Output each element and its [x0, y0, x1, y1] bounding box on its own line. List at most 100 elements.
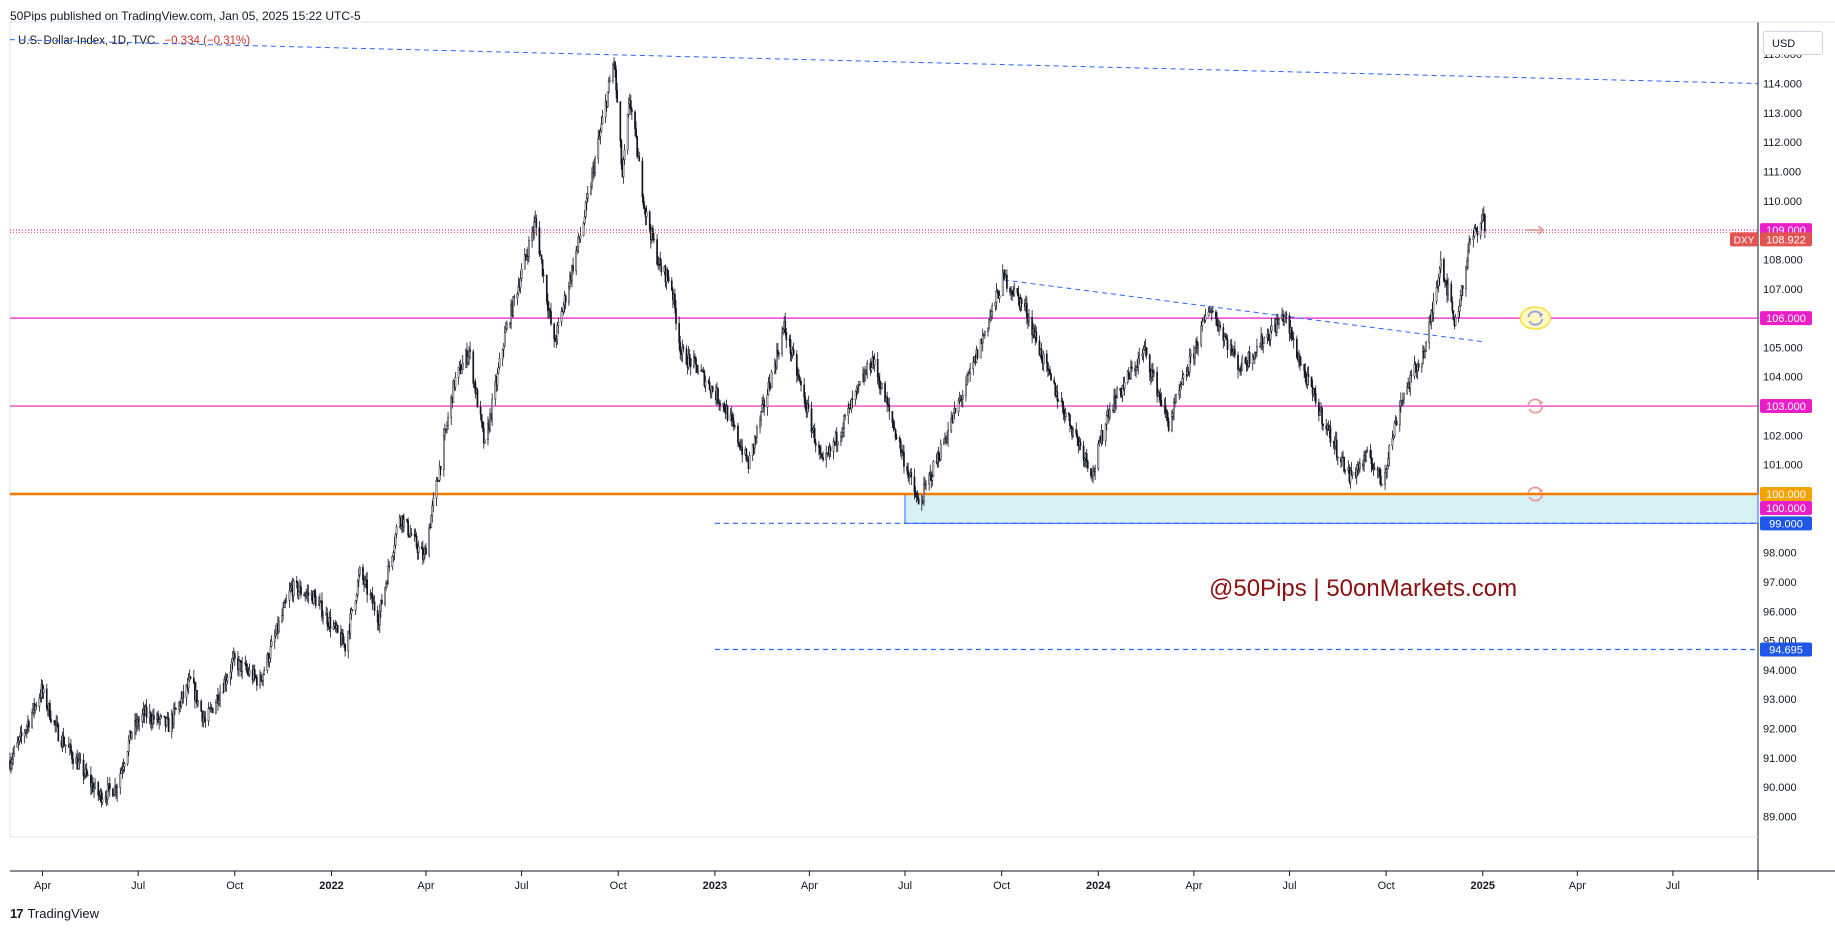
candle [385, 580, 387, 592]
candle [1116, 386, 1119, 399]
candle [928, 472, 931, 491]
candle-body [34, 704, 37, 711]
price-tick-label: 104.000 [1763, 372, 1803, 384]
price-label-100.000: 100.000 [1760, 500, 1812, 515]
candle [631, 106, 633, 120]
candle-body [1174, 401, 1176, 404]
candle-body [62, 735, 65, 746]
candle-body [1038, 340, 1041, 356]
candle [1222, 323, 1225, 349]
candle [1209, 307, 1212, 314]
candle [254, 674, 257, 680]
candle [300, 581, 302, 599]
candle-body [1392, 435, 1395, 439]
candle-body [582, 222, 585, 236]
candle [1075, 422, 1078, 438]
candle [850, 397, 853, 413]
candle [444, 423, 446, 441]
candle [167, 712, 170, 733]
candle-body [1185, 374, 1188, 376]
candle [158, 717, 161, 730]
candle [888, 397, 891, 420]
candle-body [946, 438, 948, 442]
candle-body [1429, 321, 1432, 323]
candle [564, 293, 567, 310]
candle [1288, 312, 1291, 342]
candle [733, 424, 736, 430]
candle-body [457, 367, 460, 378]
candle-body [517, 285, 520, 295]
candle-body [1399, 400, 1402, 407]
candle [517, 277, 520, 297]
candle-body [230, 662, 233, 673]
candle-body [586, 193, 589, 199]
candle-body [516, 293, 519, 299]
candle-body [1381, 483, 1383, 486]
candle [1230, 338, 1233, 356]
candle-body [894, 429, 897, 439]
candle-body [1395, 420, 1398, 426]
candle [612, 62, 614, 84]
candle [261, 680, 263, 686]
candle [616, 82, 619, 104]
candle-body [174, 707, 176, 709]
candle-body [1439, 259, 1442, 270]
candle [615, 65, 617, 99]
candle-body [487, 423, 489, 441]
candle [1466, 257, 1468, 271]
candle-body [857, 384, 860, 386]
candle-body [1244, 357, 1247, 364]
candle [979, 339, 982, 359]
candle-body [200, 700, 203, 712]
trendline-2 [1003, 279, 1482, 343]
candle-body [160, 715, 163, 717]
candle-body [39, 696, 42, 699]
candle-body [215, 701, 217, 714]
candle [1381, 483, 1383, 486]
candle-body [811, 430, 814, 433]
candle-body [648, 211, 651, 231]
candle-body [1424, 350, 1426, 358]
candle [968, 369, 970, 375]
candle-body [856, 384, 859, 389]
candle-body [269, 646, 272, 659]
candle-body [1158, 392, 1161, 395]
candle [1135, 365, 1137, 378]
candle-body [784, 321, 787, 333]
candle-body [560, 310, 563, 323]
candle-body [1104, 424, 1107, 442]
candle [459, 359, 462, 375]
candle [1115, 394, 1118, 410]
candle [520, 263, 523, 282]
candle-body [152, 715, 154, 725]
candle [1342, 450, 1344, 459]
candle-body [635, 128, 637, 137]
candle-body [217, 695, 219, 704]
candle-body [1231, 351, 1234, 354]
candle [1255, 351, 1257, 359]
candle [958, 391, 961, 404]
candle-body [93, 787, 95, 792]
candle [1185, 367, 1188, 381]
candle-body [1310, 376, 1313, 388]
candle [269, 639, 272, 663]
candle-body [958, 398, 961, 401]
candle [591, 167, 593, 190]
candle-body [326, 612, 329, 625]
candle-body [85, 768, 88, 776]
candle-body [1189, 353, 1192, 357]
candle-body [263, 670, 266, 675]
candle-body [1370, 457, 1373, 465]
tradingview-logo[interactable]: 17 TradingView [10, 906, 99, 921]
currency-selector[interactable]: USD [1763, 31, 1823, 55]
candle-body [113, 794, 115, 797]
candle-body [769, 387, 772, 389]
candle-body [538, 227, 541, 255]
candle [560, 307, 563, 327]
candle-body [822, 457, 824, 461]
candle [718, 399, 720, 411]
candle-body [431, 505, 434, 516]
candle-body [1224, 336, 1227, 338]
candle [1481, 208, 1484, 223]
